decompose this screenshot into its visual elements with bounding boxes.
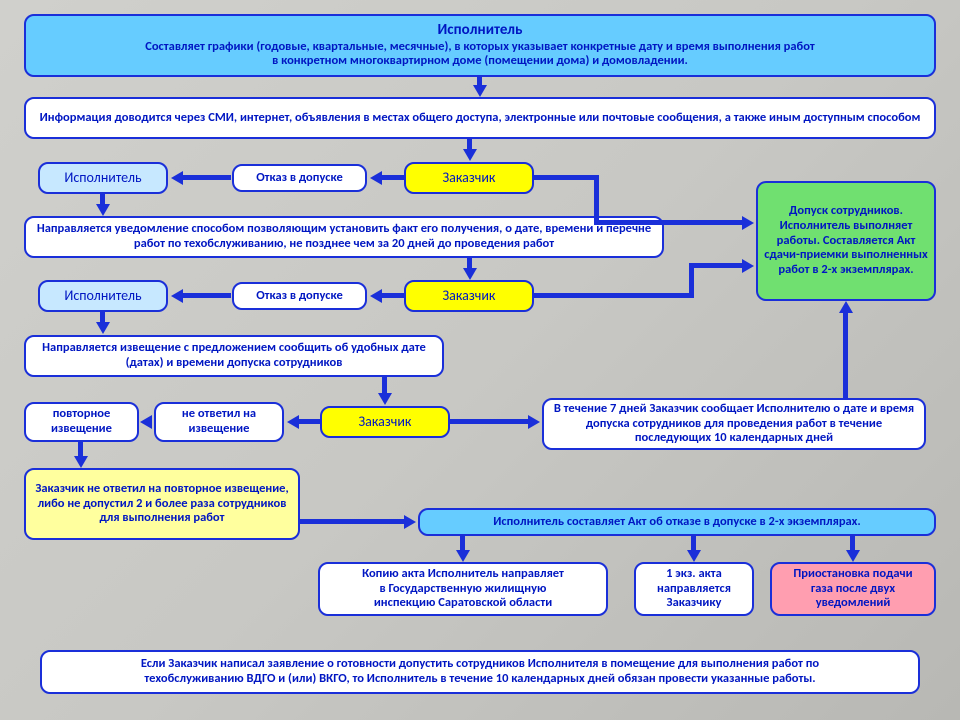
l: инспекцию Саратовской области <box>374 596 552 611</box>
l: направляется <box>657 582 731 597</box>
node-suspend: Приостановка подачи газа после двух увед… <box>770 562 936 616</box>
text: Заказчик <box>443 288 496 305</box>
title: Исполнитель <box>438 22 523 40</box>
text: Исполнитель составляет Акт об отказе в д… <box>493 515 861 530</box>
node-customer-3: Заказчик <box>320 406 450 438</box>
l: в Государственную жилищную <box>380 582 547 597</box>
text: Исполнитель <box>64 288 141 305</box>
node-admission: Допуск сотрудников. Исполнитель выполняе… <box>756 181 936 301</box>
node-customer-2: Заказчик <box>404 280 534 312</box>
text: В течение 7 дней Заказчик сообщает Испол… <box>550 402 918 446</box>
text: Отказ в допуске <box>256 289 343 304</box>
text: не ответил на извещение <box>162 407 276 437</box>
node-copy-act: Копию акта Исполнитель направляет в Госу… <box>318 562 608 616</box>
node-executor-header: Исполнитель Составляет графики (годовые,… <box>24 14 936 77</box>
node-refusal-2: Отказ в допуске <box>232 282 367 310</box>
node-customer-1: Заказчик <box>404 162 534 194</box>
node-refusal-1: Отказ в допуске <box>232 164 367 192</box>
node-repeat-notice: повторное извещение <box>24 402 139 442</box>
l: уведомлений <box>816 596 891 611</box>
node-7days: В течение 7 дней Заказчик сообщает Испол… <box>542 398 926 450</box>
text: Отказ в допуске <box>256 171 343 186</box>
node-1exz: 1 экз. акта направляется Заказчику <box>634 562 754 616</box>
text: Заказчик <box>359 414 412 431</box>
node-act: Исполнитель составляет Акт об отказе в д… <box>418 508 936 536</box>
node-info: Информация доводится через СМИ, интернет… <box>24 97 936 139</box>
text: Заказчик не ответил на повторное извещен… <box>32 482 292 526</box>
l: Копию акта Исполнитель направляет <box>362 567 564 582</box>
line: Составляет графики (годовые, квартальные… <box>145 40 815 55</box>
text: Исполнитель <box>64 170 141 187</box>
l: техобслуживанию ВДГО и (или) ВКГО, то Ис… <box>144 672 815 687</box>
node-notice: Направляется извещение с предложением со… <box>24 335 444 377</box>
l: Заказчику <box>667 596 722 611</box>
node-no-answer-repeat: Заказчик не ответил на повторное извещен… <box>24 468 300 540</box>
text: Информация доводится через СМИ, интернет… <box>40 111 921 126</box>
node-no-answer: не ответил на извещение <box>154 402 284 442</box>
text: повторное извещение <box>32 407 131 437</box>
node-executor-2: Исполнитель <box>38 280 168 312</box>
l: 1 экз. акта <box>666 567 722 582</box>
node-footer: Если Заказчик написал заявление о готовн… <box>40 650 920 694</box>
line: в конкретном многоквартирном доме (помещ… <box>272 54 688 69</box>
text: Направляется извещение с предложением со… <box>32 341 436 371</box>
text: Направляется уведомление способом позвол… <box>32 222 656 252</box>
l: Если Заказчик написал заявление о готовн… <box>141 657 819 672</box>
text: Заказчик <box>443 170 496 187</box>
node-executor-1: Исполнитель <box>38 162 168 194</box>
node-notification: Направляется уведомление способом позвол… <box>24 216 664 258</box>
text: Допуск сотрудников. Исполнитель выполняе… <box>764 204 928 278</box>
l: газа после двух <box>811 582 895 597</box>
l: Приостановка подачи <box>793 567 912 582</box>
